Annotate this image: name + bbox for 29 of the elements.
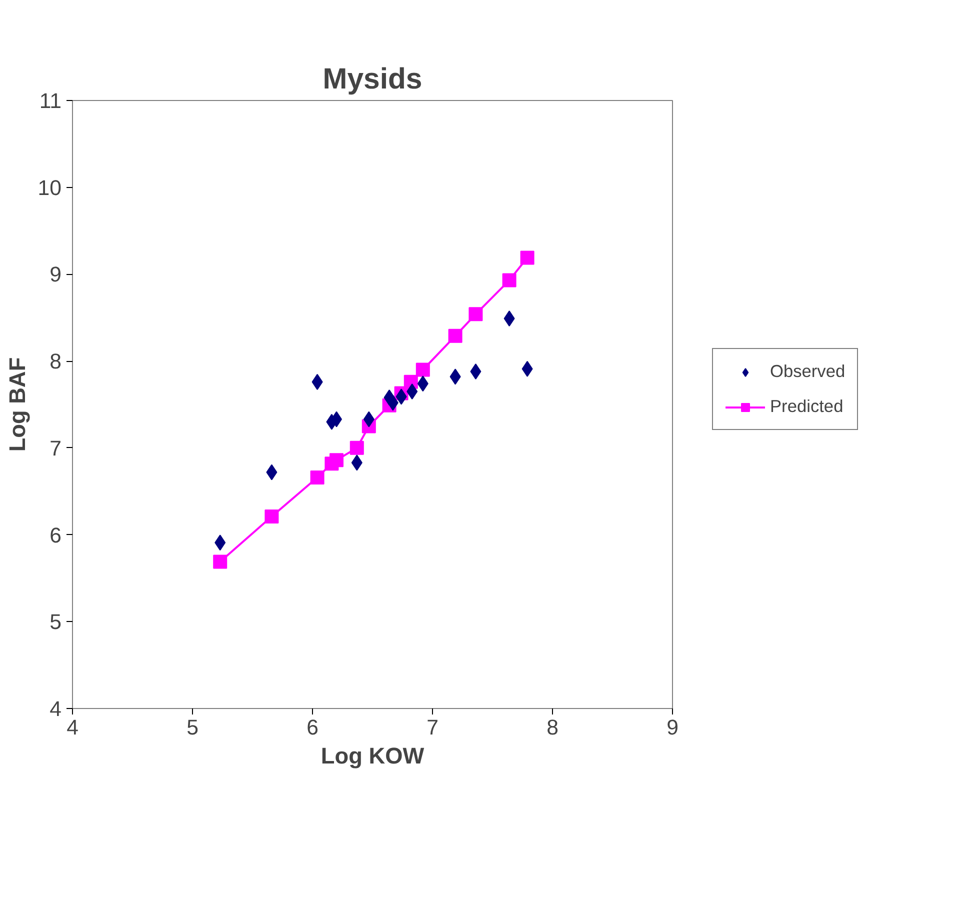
x-tick-label: 7 (426, 716, 438, 740)
point (264, 510, 279, 524)
y-tick-label: 6 (50, 523, 62, 548)
point (350, 440, 364, 455)
x-tick-label: 9 (666, 716, 678, 740)
legend-label: Observed (770, 361, 846, 382)
point (310, 470, 324, 484)
point (502, 273, 516, 288)
point (520, 250, 534, 265)
point (416, 362, 430, 377)
y-tick-label: 11 (39, 89, 62, 113)
x-axis-title: Log KOW (320, 742, 425, 768)
point (468, 307, 483, 322)
y-tick-label: 8 (50, 350, 62, 374)
x-tick-label: 5 (186, 716, 198, 740)
legend-label: Predicted (770, 396, 844, 417)
point (330, 453, 344, 468)
y-tick-label: 7 (50, 436, 62, 460)
y-tick-label: 10 (38, 176, 62, 200)
y-tick-label: 5 (50, 610, 62, 634)
point (448, 328, 462, 343)
point (213, 554, 228, 569)
x-tick-label: 6 (306, 716, 318, 740)
x-tick-label: 4 (66, 716, 79, 740)
chart-title: Mysids (322, 62, 422, 96)
x-tick-label: 8 (546, 716, 558, 740)
y-tick-label: 9 (50, 262, 62, 287)
y-tick-label: 4 (50, 697, 62, 721)
y-axis-title: Log BAF (4, 357, 30, 452)
